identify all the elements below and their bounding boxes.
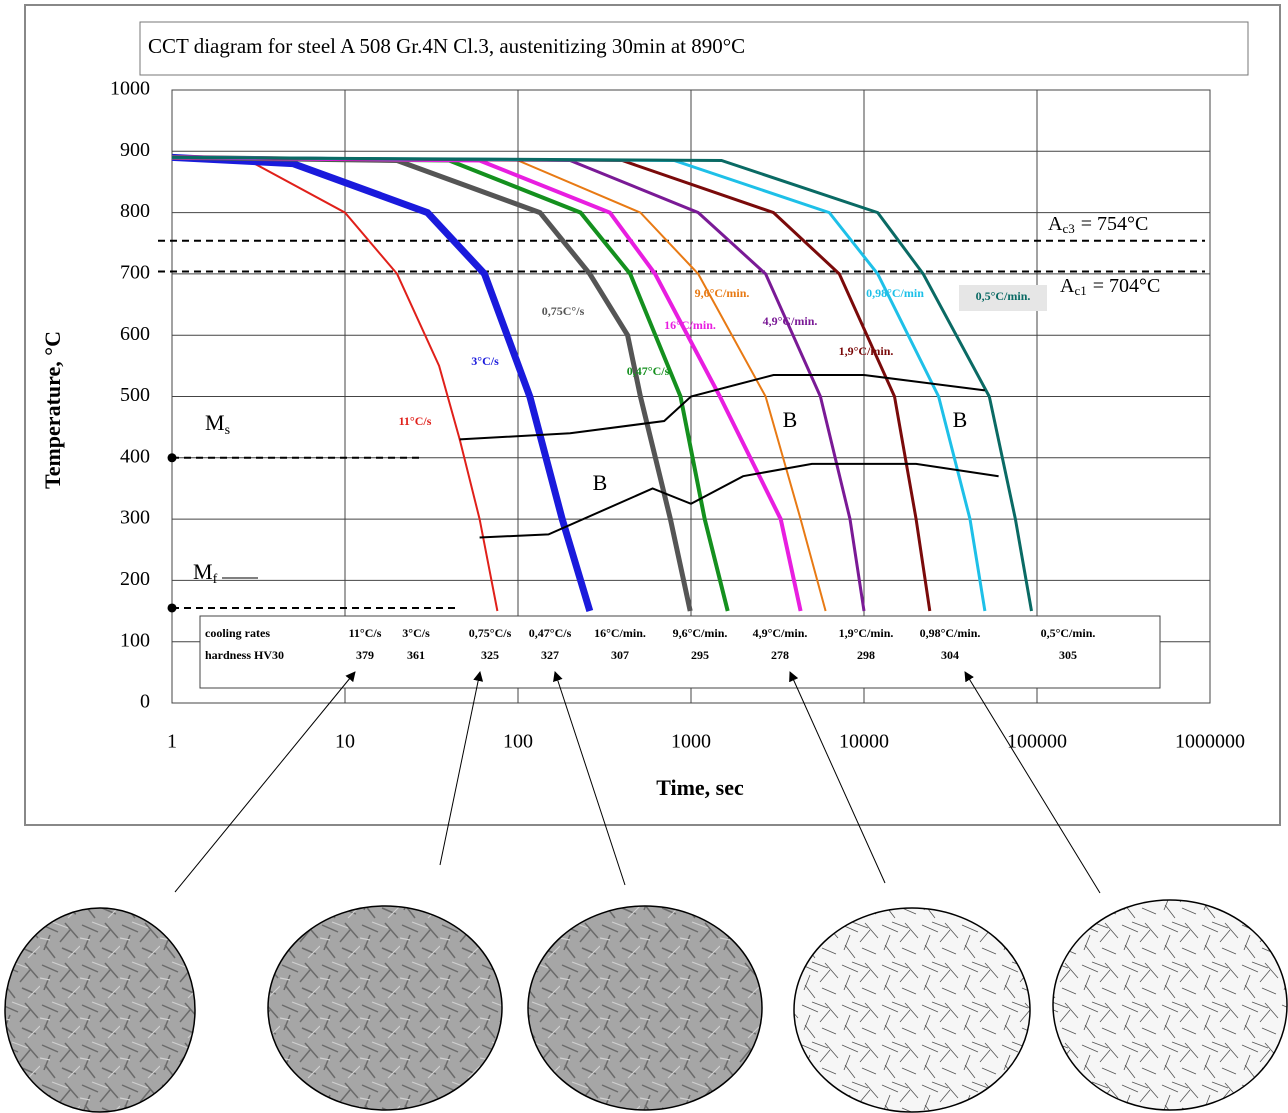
micrograph	[528, 906, 762, 1110]
value-text: = 704°C	[1093, 275, 1161, 297]
chart-title: CCT diagram for steel A 508 Gr.4N Cl.3, …	[148, 34, 745, 58]
table-cell: 3°C/s	[402, 626, 430, 640]
table-cell: 304	[941, 648, 959, 662]
region-label: B	[593, 470, 608, 495]
table-cell: 16°C/min.	[594, 626, 646, 640]
symbol: A	[1060, 275, 1075, 297]
curve-label: 16°C/min.	[664, 318, 716, 332]
value-text: = 754°C	[1081, 213, 1149, 235]
curve-label: 3°C/s	[471, 354, 499, 368]
y-tick-label: 1000	[110, 78, 150, 100]
table-cell: 361	[407, 648, 425, 662]
table-cell: 9,6°C/min.	[673, 626, 728, 640]
curve-label: 0,5°C/min.	[976, 289, 1031, 303]
y-tick-label: 400	[120, 445, 150, 467]
curve-label: 4,9°C/min.	[763, 314, 818, 328]
table-cell: 0,47°C/s	[529, 626, 572, 640]
region-label: B	[783, 407, 798, 432]
table-cell: 4,9°C/min.	[753, 626, 808, 640]
page: CCT diagram for steel A 508 Gr.4N Cl.3, …	[0, 0, 1288, 1113]
micrograph	[1053, 900, 1287, 1110]
y-tick-label: 500	[120, 384, 150, 406]
subscript: s	[225, 423, 230, 438]
row-label: hardness HV30	[205, 648, 284, 662]
y-tick-label: 300	[120, 507, 150, 529]
table-cell: 278	[771, 648, 789, 662]
martensite-point	[168, 453, 177, 462]
y-tick-label: 700	[120, 261, 150, 283]
table-cell: 295	[691, 648, 709, 662]
table-cell: 11°C/s	[349, 626, 382, 640]
y-tick-label: 900	[120, 139, 150, 161]
y-tick-label: 0	[140, 691, 150, 713]
curve-label: 0,98°C/min	[866, 286, 924, 300]
table-cell: 0,75°C/s	[469, 626, 512, 640]
subscript: c3	[1062, 221, 1074, 236]
curve-label: 9,6°C/min.	[695, 286, 750, 300]
symbol: A	[1048, 213, 1063, 235]
x-tick-label: 100000	[1007, 731, 1067, 753]
table-cell: 325	[481, 648, 499, 662]
subscript: f	[213, 572, 218, 587]
y-axis-label: Temperature, °C	[40, 331, 65, 489]
table-cell: 298	[857, 648, 875, 662]
x-tick-label: 10000	[839, 731, 889, 753]
y-tick-label: 800	[120, 200, 150, 222]
y-tick-label: 200	[120, 568, 150, 590]
micrograph	[794, 908, 1030, 1112]
table-cell: 1,9°C/min.	[839, 626, 894, 640]
table-cell: 307	[611, 648, 629, 662]
x-tick-label: 10	[335, 731, 355, 753]
table-cell: 327	[541, 648, 559, 662]
curve-label: 0,75C°/s	[542, 304, 585, 318]
table-cell: 0,98°C/min.	[920, 626, 981, 640]
curve-label: 11°C/s	[399, 414, 432, 428]
y-tick-label: 600	[120, 323, 150, 345]
table-cell: 0,5°C/min.	[1041, 626, 1096, 640]
subscript: c1	[1074, 283, 1086, 298]
table-cell: 305	[1059, 648, 1077, 662]
symbol: M	[193, 559, 213, 584]
x-tick-label: 1000	[671, 731, 711, 753]
curve-label: 0,47°C/s	[627, 364, 670, 378]
row-label: cooling rates	[205, 626, 270, 640]
x-tick-label: 1	[167, 731, 177, 753]
curve-label: 1,9°C/min.	[839, 344, 894, 358]
x-tick-label: 100	[503, 731, 533, 753]
x-tick-label: 1000000	[1175, 731, 1245, 753]
table-cell: 379	[356, 648, 374, 662]
micrograph	[268, 906, 502, 1110]
martensite-point	[168, 603, 177, 612]
symbol: M	[205, 410, 225, 435]
x-axis-label: Time, sec	[656, 775, 744, 800]
y-tick-label: 100	[120, 629, 150, 651]
region-label: B	[953, 407, 968, 432]
micrograph	[5, 908, 195, 1112]
